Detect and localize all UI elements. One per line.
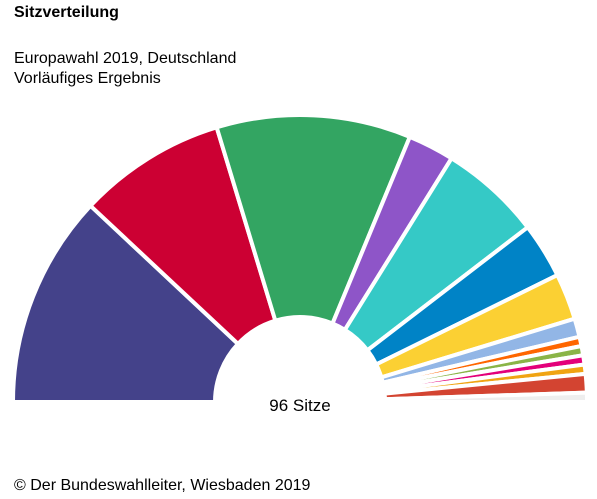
chart-slices [10,113,590,404]
seat-slice-3 [214,113,413,327]
footer-credit: © Der Bundeswahlleiter, Wiesbaden 2019 [14,477,311,494]
subtitle-line-election: Europawahl 2019, Deutschland [14,50,237,67]
seat-slice-1 [10,202,241,404]
total-seats-label: 96 Sitze [269,396,331,415]
subtitle-line-status: Vorläufiges Ergebnis [14,70,161,87]
chart-subtitle: Europawahl 2019, Deutschland Vorläufiges… [14,49,236,89]
seat-slice-2 [87,124,278,347]
seat-slice-14 [382,390,590,404]
chart-title: Sitzverteilung [14,4,119,21]
